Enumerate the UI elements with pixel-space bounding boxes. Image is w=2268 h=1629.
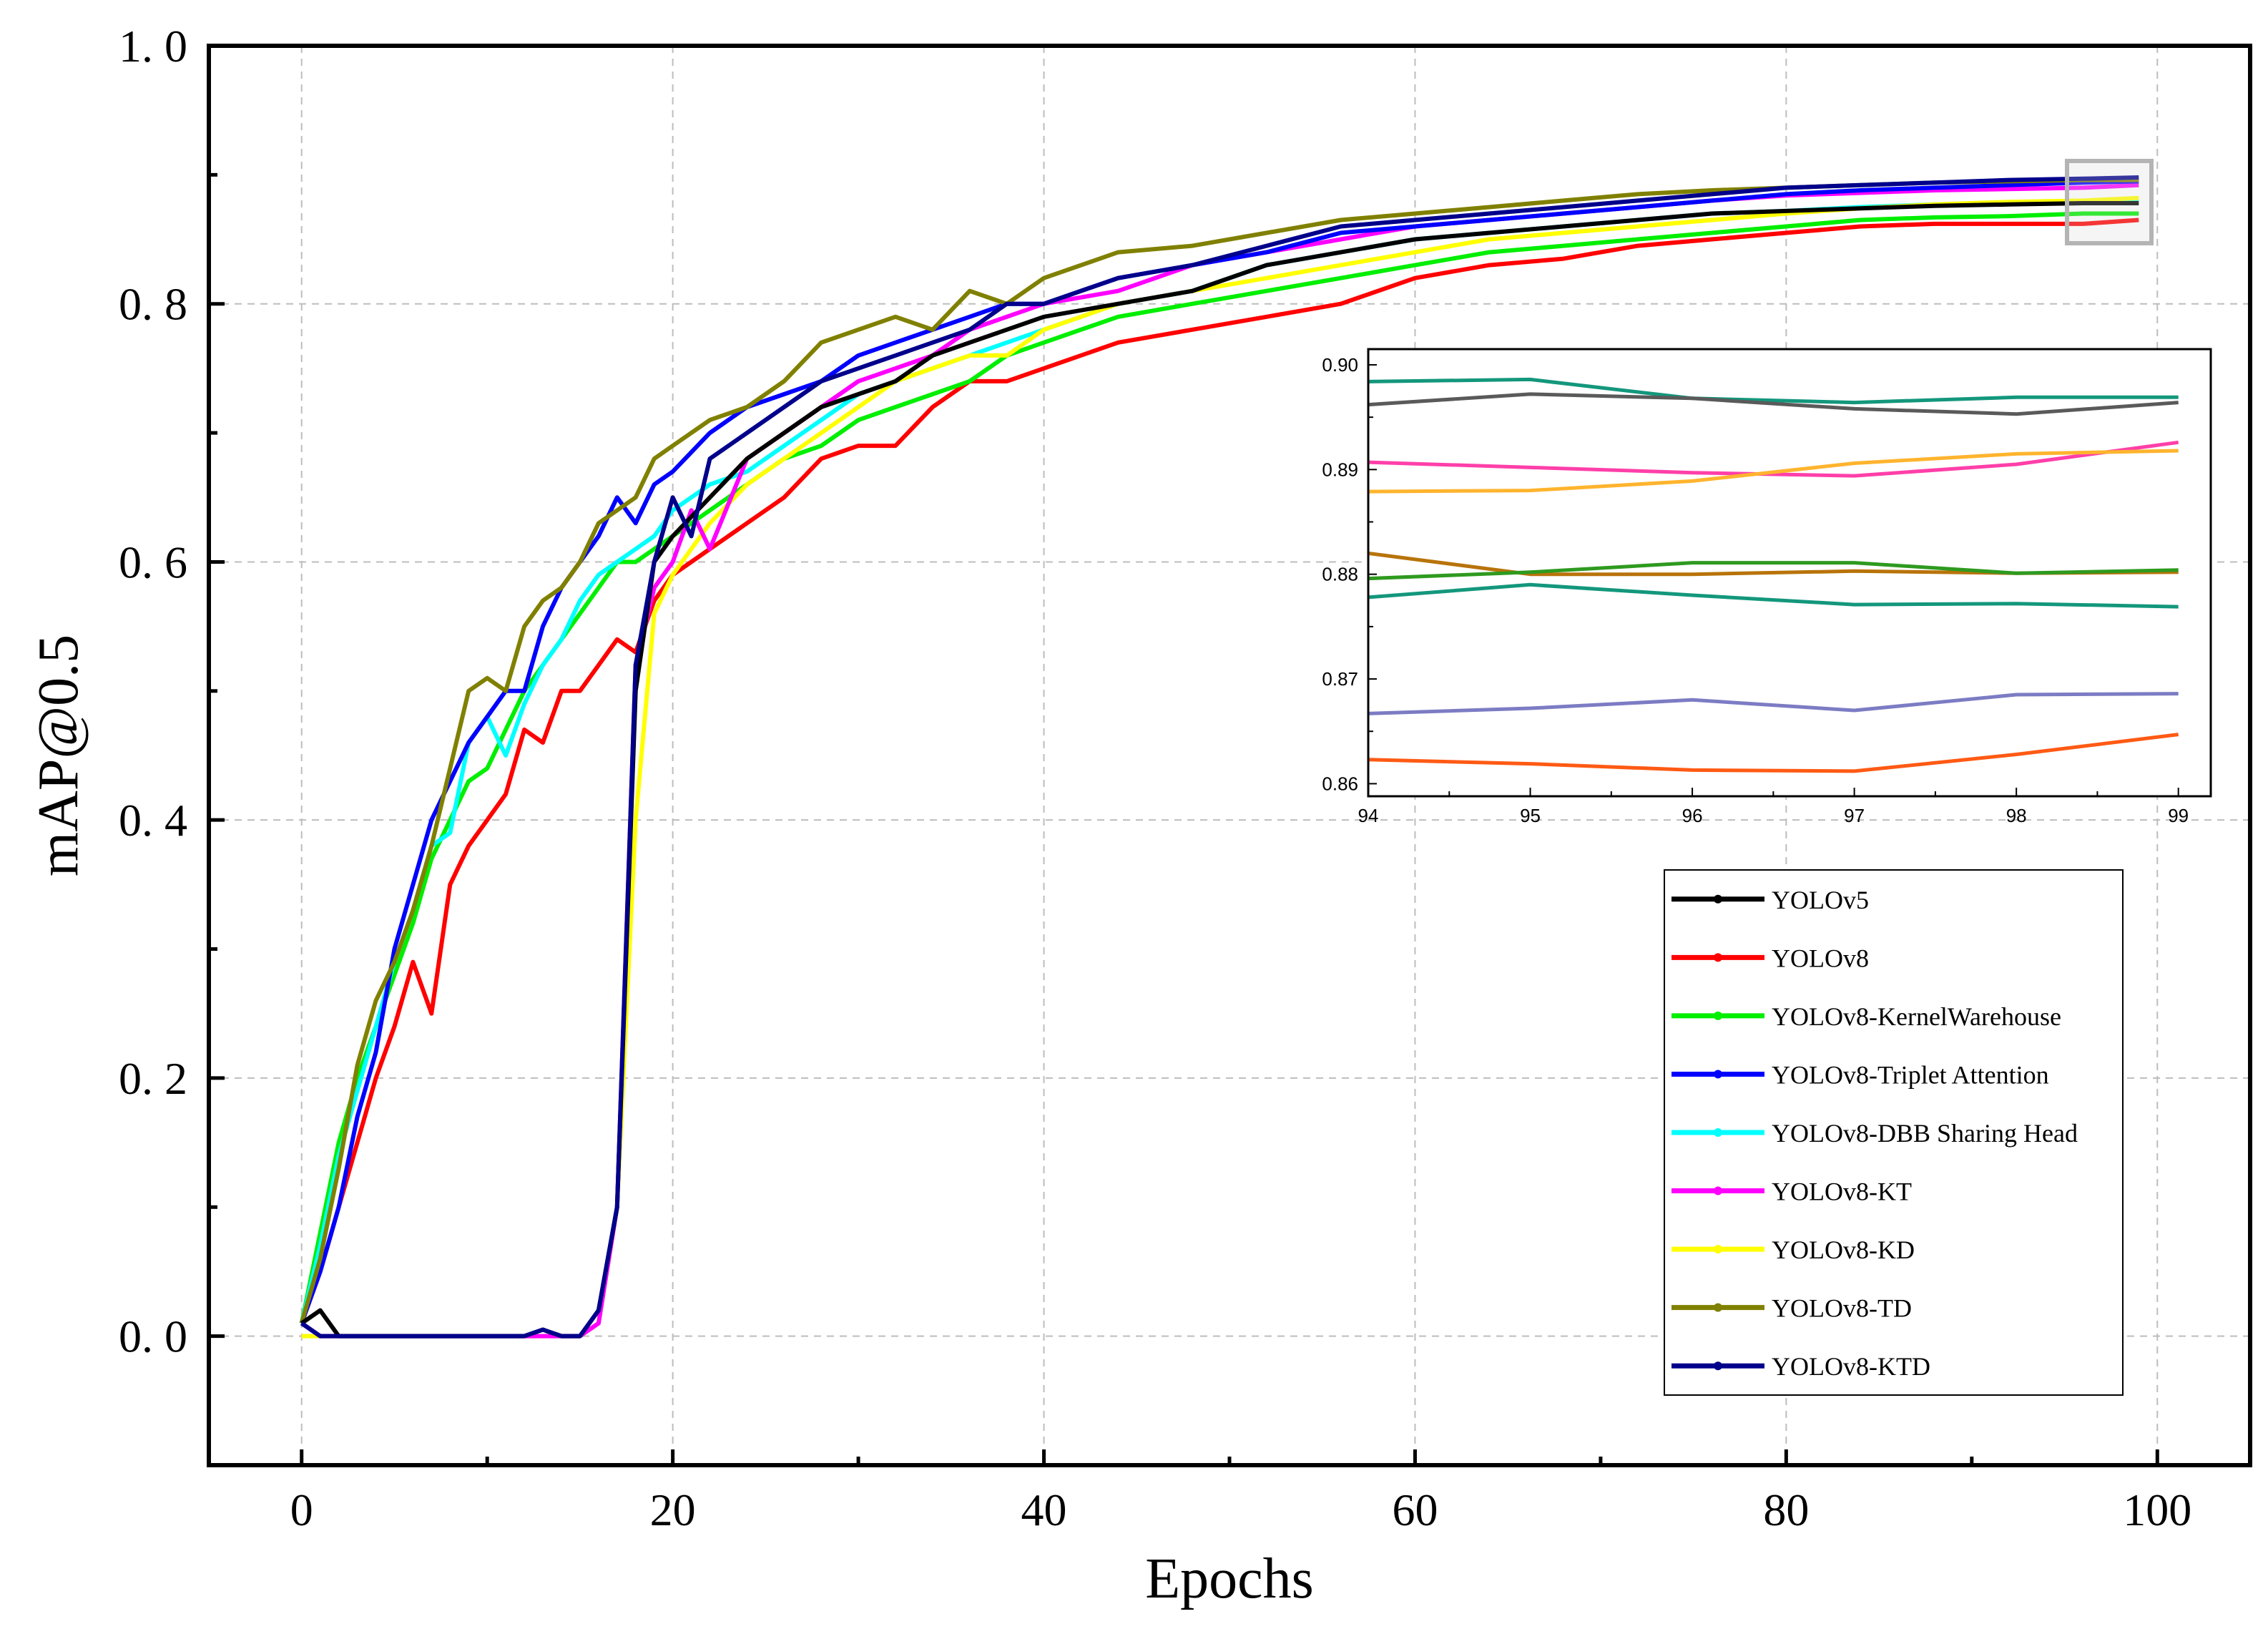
legend-marker — [1714, 953, 1722, 962]
legend-marker — [1714, 1186, 1722, 1195]
inset-y-tick-label: 0.86 — [1322, 773, 1358, 794]
legend-marker — [1714, 1303, 1722, 1312]
inset-orange-line — [1368, 733, 2179, 773]
legend-label: YOLOv8-TD — [1772, 1294, 1912, 1323]
legend-entry: YOLOv8-KD — [1671, 1236, 1915, 1264]
legend-marker — [1714, 1011, 1722, 1020]
legend-entry: YOLOv8-KernelWarehouse — [1671, 1002, 2061, 1031]
inset-y-tick-label: 0.90 — [1322, 354, 1358, 376]
legend-items: YOLOv5 YOLOv8 YOLOv8-KernelWarehouse YOLOv8… — [1671, 886, 2078, 1381]
inset-frame — [1367, 348, 2212, 798]
inset-y-tick-label: 0.89 — [1322, 459, 1358, 480]
x-tick-label: 0 — [290, 1484, 313, 1535]
legend-entry: YOLOv5 — [1671, 886, 1869, 914]
series-line-yolov8 — [299, 217, 2139, 1324]
x-tick-label: 60 — [1392, 1484, 1438, 1535]
legend-marker — [1714, 1070, 1722, 1079]
legend-label: YOLOv8-KTD — [1772, 1352, 1930, 1381]
x-tick-label: 100 — [2123, 1484, 2191, 1535]
inset-x-tick-label: 98 — [2006, 805, 2027, 826]
zoom-region-box — [2065, 159, 2154, 245]
legend-label: YOLOv8-DBB Sharing Head — [1772, 1119, 2078, 1148]
legend-label: YOLOv8-KT — [1772, 1178, 1912, 1206]
inset-tick-labels: 94 95 96 97 98 99 0.86 0.87 0.88 0.89 0.90 — [1322, 354, 2189, 826]
legend-entry: YOLOv8-Triplet Attention — [1671, 1060, 2049, 1089]
legend-entry: YOLOv8-KT — [1671, 1178, 1912, 1206]
legend: YOLOv5 YOLOv8 YOLOv8-KernelWarehouse YOLOv8… — [1664, 869, 2124, 1396]
inset-x-tick-label: 94 — [1358, 805, 1379, 826]
inset-teal-top-line — [1368, 377, 2179, 405]
legend-entry: YOLOv8-DBB Sharing Head — [1671, 1119, 2078, 1148]
x-tick-label: 80 — [1763, 1484, 1809, 1535]
inset-teal-low-line — [1368, 582, 2179, 609]
legend-entry: YOLOv8 — [1671, 944, 1869, 972]
x-tick-label: 40 — [1021, 1484, 1067, 1535]
legend-entry: YOLOv8-TD — [1671, 1294, 1912, 1323]
x-tick-label: 20 — [650, 1484, 696, 1535]
y-tick-label: 0. 4 — [119, 795, 187, 846]
inset-gray-line — [1368, 392, 2179, 416]
inset-x-tick-label: 97 — [1844, 805, 1865, 826]
main-axis-ticks — [209, 44, 2159, 1467]
inset-zoom-chart: 94 95 96 97 98 99 0.86 0.87 0.88 0.89 0.90 — [1322, 348, 2212, 826]
legend-label: YOLOv8-KernelWarehouse — [1772, 1002, 2061, 1031]
legend-marker — [1714, 1361, 1722, 1371]
inset-purple-line — [1368, 692, 2179, 715]
inset-axis-ticks — [1368, 363, 2179, 796]
legend-label: YOLOv5 — [1772, 886, 1869, 914]
y-tick-label: 0. 6 — [119, 537, 187, 587]
y-tick-label: 0. 2 — [119, 1053, 187, 1104]
inset-x-tick-label: 95 — [1520, 805, 1541, 826]
inset-y-tick-label: 0.87 — [1322, 668, 1358, 690]
inset-green-line — [1368, 561, 2179, 581]
legend-label: YOLOv8-Triplet Attention — [1772, 1060, 2049, 1089]
inset-magenta-line — [1368, 440, 2179, 478]
legend-label: YOLOv8-KD — [1772, 1236, 1915, 1264]
inset-x-tick-label: 96 — [1682, 805, 1703, 826]
main-series-group — [299, 175, 2139, 1339]
legend-label: YOLOv8 — [1772, 944, 1869, 972]
inset-y-tick-label: 0.88 — [1322, 564, 1358, 585]
inset-series-group — [1368, 377, 2179, 773]
inset-x-tick-label: 99 — [2168, 805, 2189, 826]
x-axis-title: Epochs — [1145, 1547, 1314, 1610]
y-tick-label: 0. 8 — [119, 279, 187, 330]
y-tick-label: 0. 0 — [119, 1311, 187, 1362]
legend-marker — [1714, 1245, 1722, 1254]
series-line-yolov8-ktd — [300, 175, 2139, 1339]
inset-orange-yellow-line — [1368, 449, 2179, 494]
y-tick-label: 1. 0 — [119, 21, 187, 72]
legend-entry: YOLOv8-KTD — [1671, 1352, 1930, 1381]
legend-marker — [1714, 1128, 1722, 1137]
main-tick-labels: 0 20 40 60 80 100 0. 0 0. 2 0. 4 0. 6 0. 8 1. 0 — [119, 21, 2191, 1535]
legend-marker — [1714, 894, 1722, 904]
y-axis-title: mAP@0.5 — [27, 635, 90, 876]
series-line-yolov8-td — [299, 177, 2139, 1324]
